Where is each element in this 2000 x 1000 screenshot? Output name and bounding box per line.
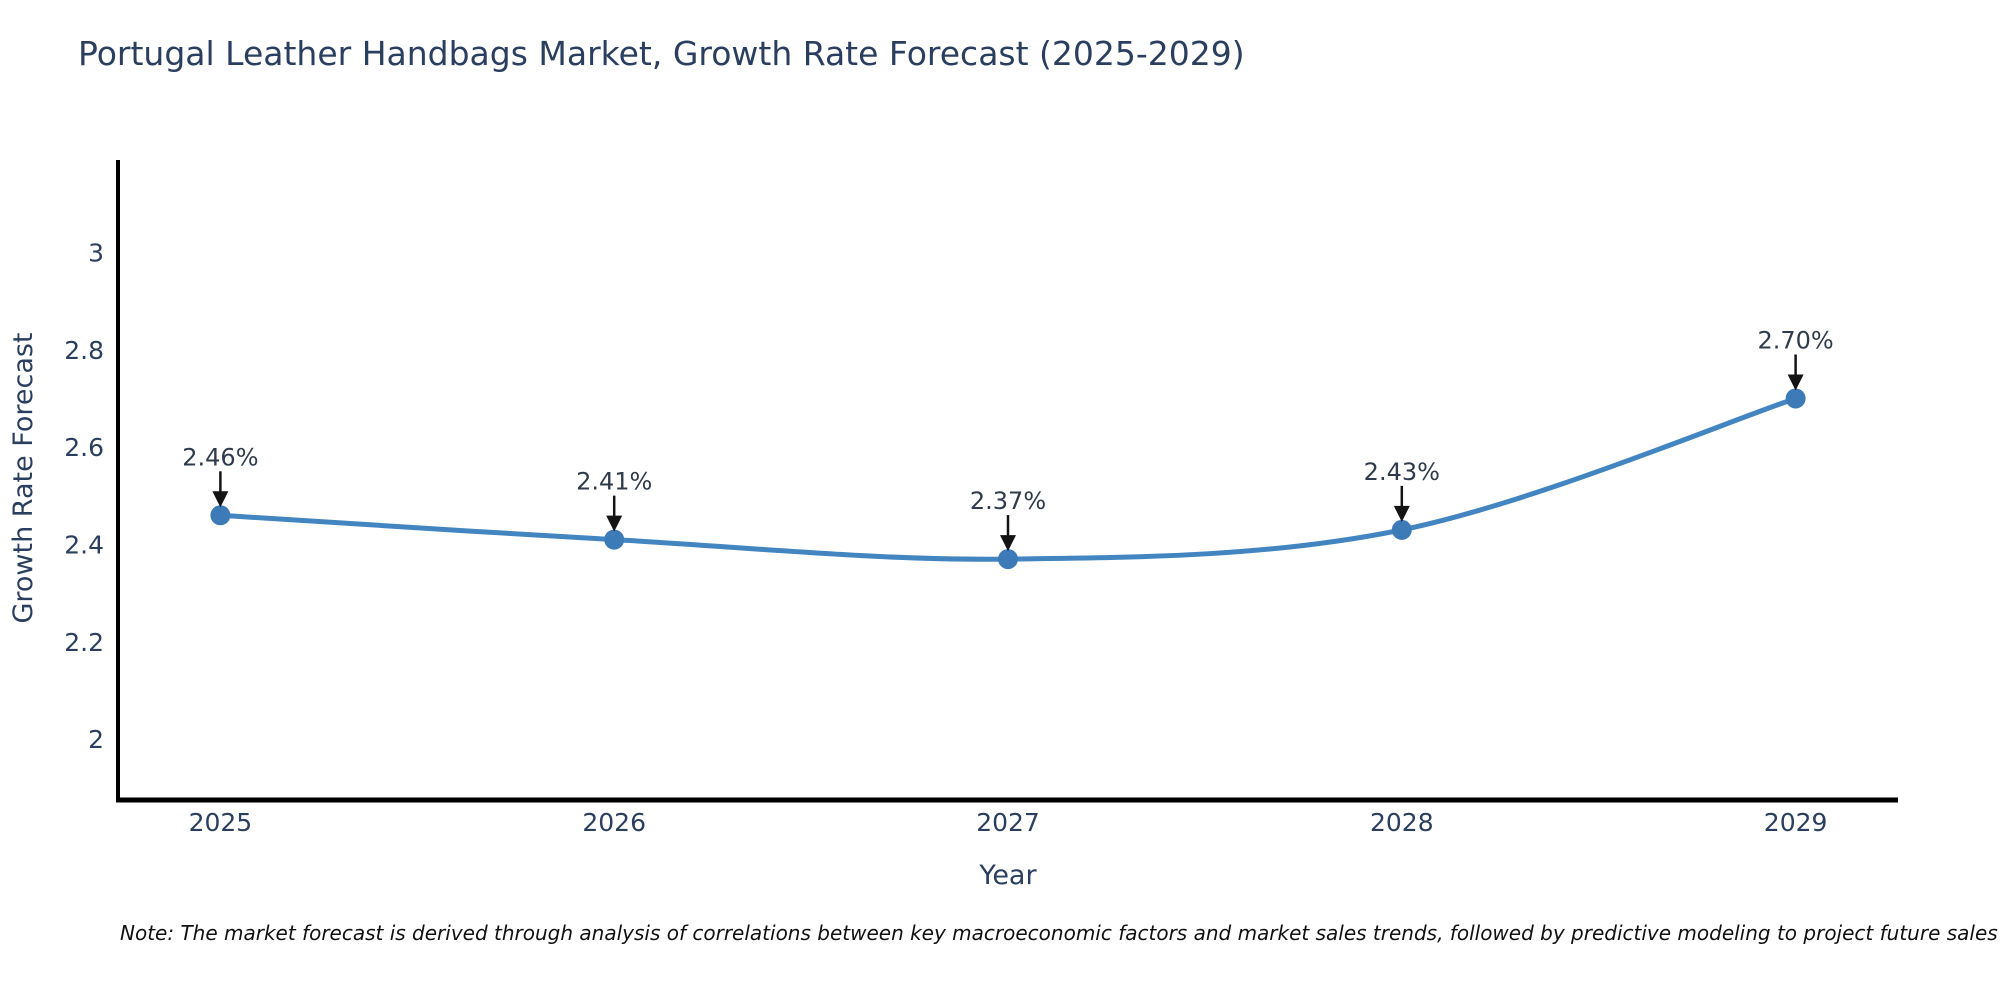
y-tick-label: 2.4	[64, 530, 104, 559]
x-tick-label: 2026	[582, 808, 646, 837]
annotation-label: 2.70%	[1757, 326, 1833, 354]
data-point-marker	[604, 529, 625, 550]
x-tick-label: 2027	[976, 808, 1040, 837]
x-tick-label: 2025	[189, 808, 253, 837]
annotation-arrowhead	[1393, 505, 1410, 522]
x-tick-label: 2028	[1370, 808, 1434, 837]
y-axis-title: Growth Rate Forecast	[8, 332, 39, 623]
annotation-label: 2.41%	[576, 468, 652, 496]
y-tick-label: 2.6	[64, 433, 104, 462]
annotation-arrowhead	[606, 515, 623, 532]
data-point-marker	[1785, 388, 1806, 409]
y-tick-label: 2.2	[64, 628, 104, 657]
x-tick-label: 2029	[1764, 808, 1828, 837]
data-point-marker	[1391, 519, 1412, 540]
annotation-label: 2.43%	[1364, 458, 1440, 486]
data-point-marker	[998, 549, 1018, 570]
annotation-arrowhead	[1787, 374, 1804, 391]
y-tick-label: 2	[88, 725, 104, 754]
x-axis-title: Year	[978, 860, 1037, 891]
annotation-arrowhead	[212, 491, 229, 508]
chart-title: Portugal Leather Handbags Market, Growth…	[78, 34, 1245, 73]
y-tick-label: 3	[88, 238, 104, 267]
annotation-label: 2.46%	[182, 443, 258, 471]
y-tick-label: 2.8	[64, 336, 104, 365]
data-point-marker	[210, 505, 231, 526]
footnote: Note: The market forecast is derived thr…	[120, 921, 1998, 945]
annotation-arrowhead	[1000, 535, 1016, 552]
annotation-label: 2.37%	[970, 487, 1046, 515]
